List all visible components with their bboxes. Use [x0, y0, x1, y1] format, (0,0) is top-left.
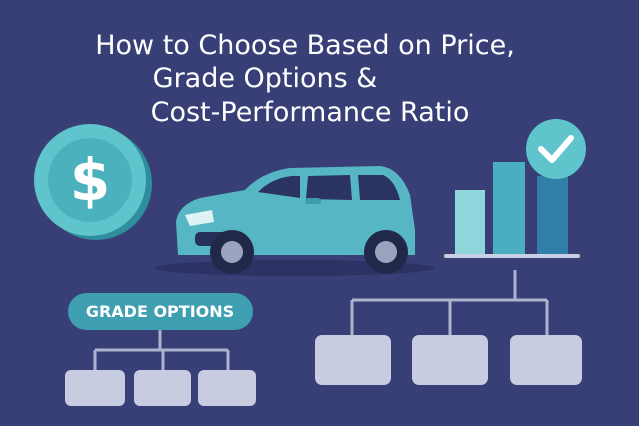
- coin-icon: $: [34, 124, 152, 240]
- car-illustration: [155, 166, 435, 276]
- title-line: Cost-Performance Ratio: [151, 97, 470, 128]
- badge-label: GRADE OPTIONS: [86, 302, 234, 321]
- tree-box: [412, 335, 488, 385]
- tree-box: [198, 370, 256, 406]
- tree-box: [65, 370, 125, 406]
- bar-chart-icon: [444, 119, 586, 258]
- title-line: How to Choose Based on Price,: [95, 30, 515, 61]
- tree-box: [134, 370, 191, 406]
- tree-box: [510, 335, 582, 385]
- title-line: Grade Options &: [153, 63, 378, 94]
- tree-diagram: [350, 270, 549, 335]
- tree-diagram: [93, 330, 230, 370]
- tree-box: [315, 335, 391, 385]
- svg-text:$: $: [70, 146, 110, 214]
- badge: [68, 293, 253, 330]
